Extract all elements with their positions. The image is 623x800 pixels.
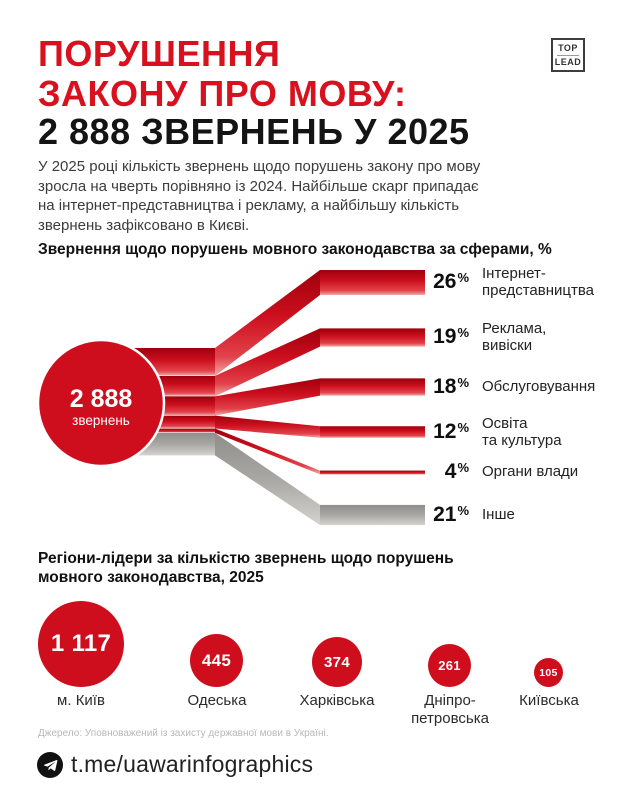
source-note: Джерело: Уповноважений із захисту держав… <box>38 728 329 739</box>
intro-paragraph: У 2025 році кількість звернень щодо пору… <box>38 158 481 234</box>
sankey-category-label: Реклама, вивіски <box>482 319 547 355</box>
page-title-line3: 2 888 ЗВЕРНЕНЬ У 2025 <box>38 111 470 152</box>
region-label: Дніпро- петровська <box>411 692 489 727</box>
region-bubble-kyiv-city: 1 117 <box>38 601 124 687</box>
region-label: м. Київ <box>57 692 105 709</box>
sankey-percent: 12% <box>433 420 469 443</box>
sankey-row-other: 21% Інше <box>395 495 515 535</box>
sankey-category-label: Обслуговування <box>482 378 596 396</box>
sankey-row-authorities: 4% Органи влади <box>395 452 578 492</box>
region-label: Київська <box>519 692 579 709</box>
toplead-logo: TOP LEAD <box>551 38 585 72</box>
region-bubble-dnipropetrovska: 261 <box>428 644 471 687</box>
sankey-row-services: 18% Обслуговування <box>395 367 595 407</box>
paper-plane-glyph <box>43 759 57 771</box>
toplead-logo-lead-text: LEAD <box>554 56 582 67</box>
regions-section-heading: Регіони-лідери за кількістю звернень щод… <box>38 550 454 586</box>
sankey-category-label: Інше <box>482 506 515 524</box>
total-value: 2 888 <box>70 385 133 413</box>
sankey-row-internet: 26% Інтернет- представництва <box>395 262 594 302</box>
telegram-icon[interactable] <box>37 752 63 778</box>
telegram-link[interactable]: t.me/uawarinfographics <box>71 751 314 777</box>
toplead-logo-separator <box>557 54 579 56</box>
toplead-logo-top-text: TOP <box>558 42 578 53</box>
region-bubble-kyivska: 105 <box>534 658 563 687</box>
sankey-row-education: 12% Освіта та культура <box>395 412 562 452</box>
sankey-row-advertising: 19% Реклама, вивіски <box>395 317 546 357</box>
page-title-line1: ПОРУШЕННЯ <box>38 33 281 74</box>
sankey-category-label: Органи влади <box>482 463 579 481</box>
region-bubble-kharkivska: 374 <box>312 637 362 687</box>
sankey-percent: 18% <box>433 375 469 398</box>
sankey-section-heading: Звернення щодо порушень мовного законода… <box>38 241 552 258</box>
sankey-percent: 21% <box>433 503 469 526</box>
region-bubble-odeska: 445 <box>190 634 243 687</box>
sankey-percent: 26% <box>433 270 469 293</box>
region-label: Одеська <box>187 692 247 709</box>
total-label: звернень <box>72 413 130 428</box>
total-circle <box>36 338 166 468</box>
sankey-percent: 4% <box>444 460 469 483</box>
region-label: Харківська <box>299 692 375 709</box>
page-title-line2: ЗАКОНУ ПРО МОВУ: <box>38 73 407 114</box>
sankey-percent: 19% <box>433 325 469 348</box>
sankey-category-label: Інтернет- представництва <box>482 264 595 300</box>
sankey-category-label: Освіта та культура <box>482 414 562 450</box>
sankey-chart: 2 888 звернень <box>36 270 425 526</box>
